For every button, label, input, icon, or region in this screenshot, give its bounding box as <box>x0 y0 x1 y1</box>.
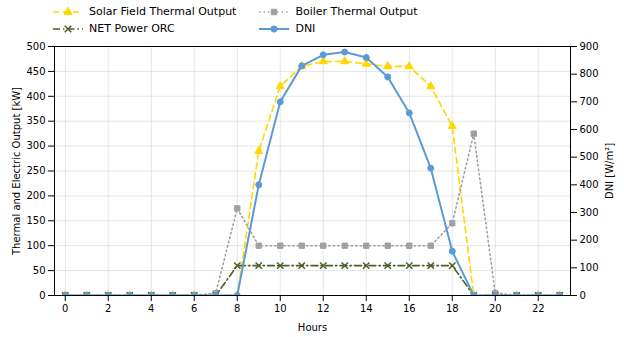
svg-text:22: 22 <box>532 303 545 314</box>
svg-text:200: 200 <box>580 234 599 245</box>
svg-text:200: 200 <box>26 190 45 201</box>
svg-text:400: 400 <box>26 91 45 102</box>
svg-text:Hours: Hours <box>298 322 327 333</box>
svg-text:50: 50 <box>33 265 46 276</box>
svg-text:500: 500 <box>580 151 599 162</box>
svg-text:DNI [W/m²]: DNI [W/m²] <box>604 143 615 199</box>
svg-text:8: 8 <box>234 303 240 314</box>
svg-text:12: 12 <box>317 303 330 314</box>
svg-text:6: 6 <box>191 303 197 314</box>
svg-text:14: 14 <box>360 303 373 314</box>
svg-text:16: 16 <box>403 303 416 314</box>
svg-text:Thermal and Electric Output [k: Thermal and Electric Output [kW] <box>11 87 22 256</box>
svg-text:900: 900 <box>580 41 599 52</box>
svg-text:350: 350 <box>26 115 45 126</box>
svg-text:0: 0 <box>580 290 586 301</box>
html-text:Boiler Thermal Output: Boiler Thermal Output <box>295 5 418 18</box>
svg-text:150: 150 <box>26 215 45 226</box>
svg-text:600: 600 <box>580 124 599 135</box>
svg-text:2: 2 <box>105 303 111 314</box>
svg-text:400: 400 <box>580 179 599 190</box>
svg-text:300: 300 <box>580 207 599 218</box>
svg-text:18: 18 <box>446 303 459 314</box>
svg-text:300: 300 <box>26 140 45 151</box>
svg-text:0: 0 <box>39 290 45 301</box>
svg-text:700: 700 <box>580 96 599 107</box>
html-text:NET Power ORC: NET Power ORC <box>89 22 175 35</box>
svg-text:10: 10 <box>274 303 287 314</box>
html-text:Solar Field Thermal Output: Solar Field Thermal Output <box>89 5 237 18</box>
svg-text:250: 250 <box>26 165 45 176</box>
svg-text:4: 4 <box>148 303 154 314</box>
svg-text:0: 0 <box>62 303 68 314</box>
svg-text:450: 450 <box>26 66 45 77</box>
svg-text:20: 20 <box>489 303 502 314</box>
svg-text:800: 800 <box>580 68 599 79</box>
html-text:DNI: DNI <box>295 22 316 35</box>
svg-text:100: 100 <box>26 240 45 251</box>
svg-text:500: 500 <box>26 41 45 52</box>
svg-text:100: 100 <box>580 262 599 273</box>
